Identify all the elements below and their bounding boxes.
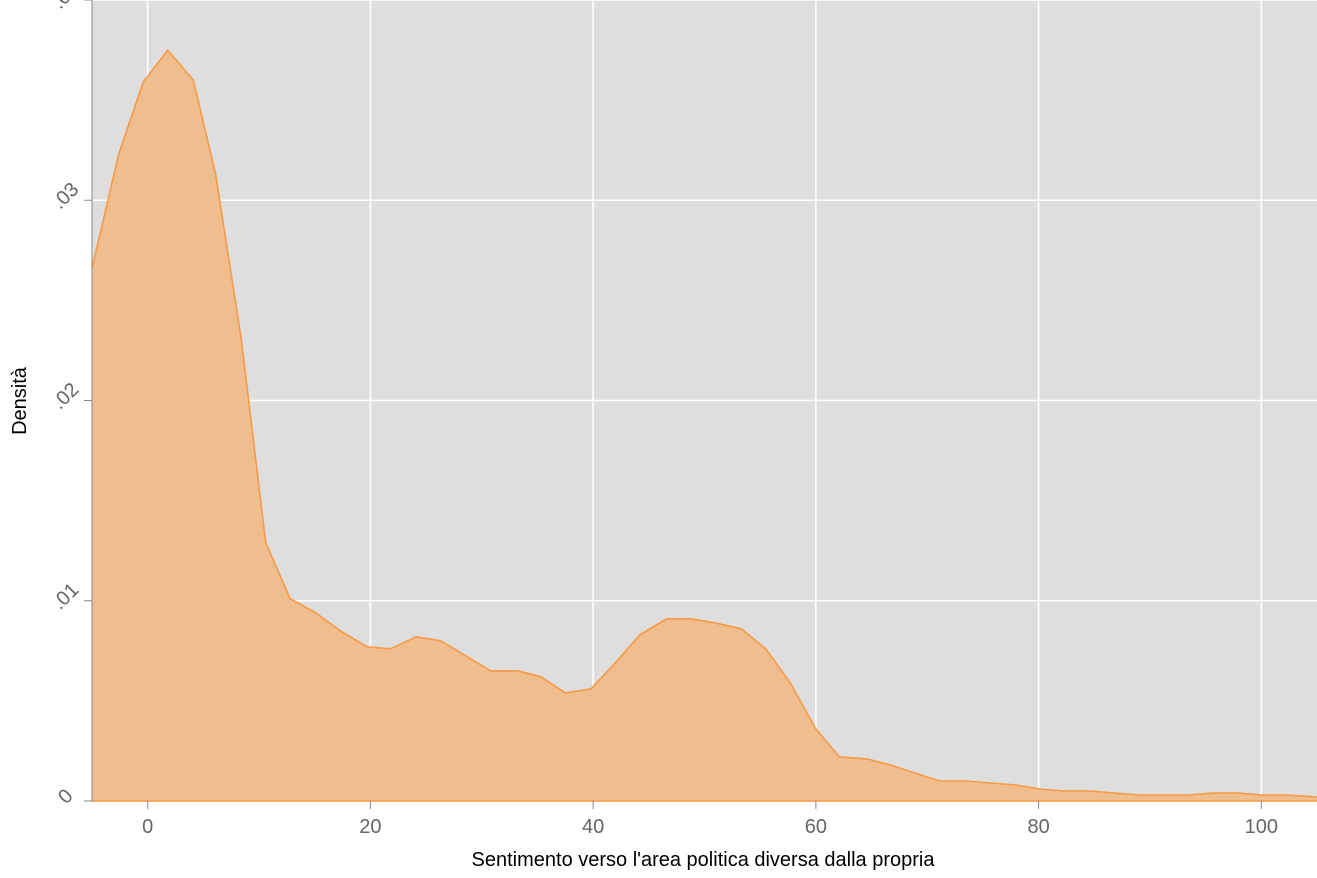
x-tick-label: 20 (359, 816, 381, 838)
y-axis-title: Densità (9, 366, 31, 435)
x-tick-label: 40 (582, 816, 604, 838)
density-area (92, 50, 1317, 802)
x-tick-label: 60 (805, 816, 827, 838)
x-tick-label: 100 (1245, 816, 1278, 838)
y-tick-label: 0 (54, 785, 77, 808)
y-tick-label: .01 (48, 579, 83, 614)
y-tick-label: .03 (48, 178, 83, 213)
x-tick-label: 80 (1027, 816, 1049, 838)
x-tick-label: 0 (142, 816, 153, 838)
y-tick-label: .04 (48, 0, 83, 13)
grid-lines (92, 0, 1317, 801)
x-axis-title: Sentimento verso l'area politica diversa… (472, 849, 936, 871)
y-tick-label: .02 (48, 379, 83, 414)
density-line (91, 48, 1317, 798)
